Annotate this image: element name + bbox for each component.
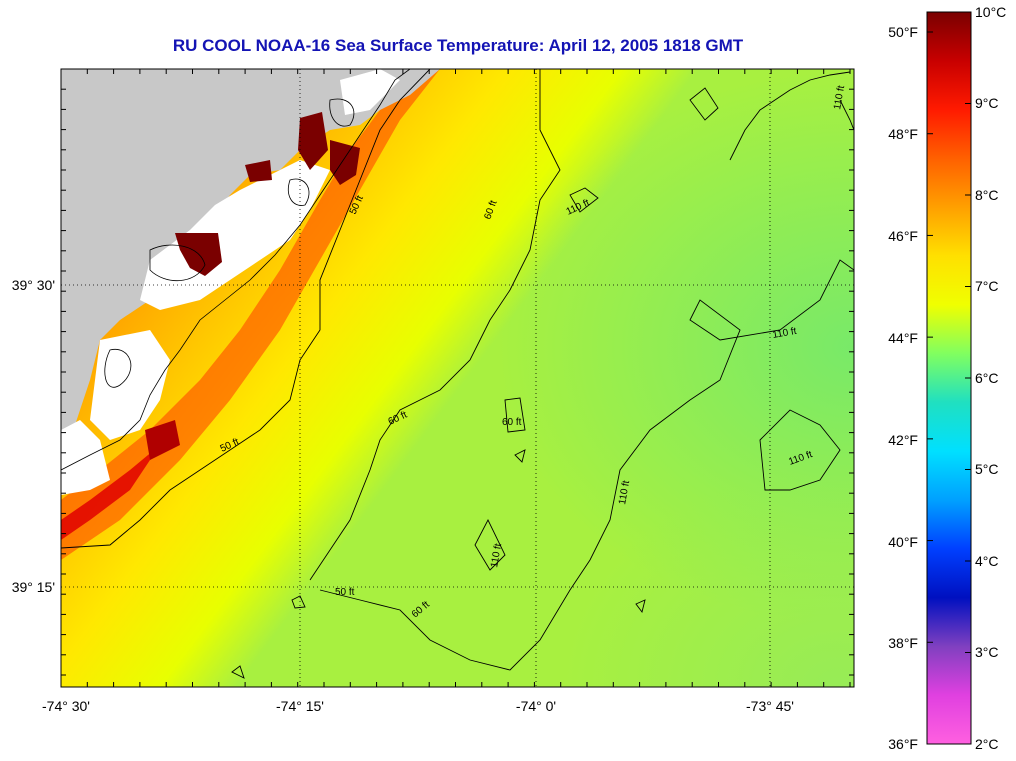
- warm-bay-4: [245, 160, 272, 182]
- contour-label: 110 ft: [832, 84, 847, 110]
- warm-bay-1: [298, 112, 328, 170]
- celsius-label: 9°C: [975, 95, 999, 111]
- contour-60ft-ne: [729, 71, 851, 161]
- contour-110ft-loop-2: [474, 518, 506, 571]
- graticule: [61, 69, 854, 687]
- fahrenheit-label: 42°F: [888, 432, 918, 448]
- cloud-cover: [140, 160, 330, 310]
- celsius-label: 4°C: [975, 553, 999, 569]
- coastline-main: [61, 69, 411, 471]
- fahrenheit-label: 40°F: [888, 534, 918, 550]
- celsius-label: 7°C: [975, 278, 999, 294]
- contour-label: 50 ft: [335, 587, 355, 598]
- contour-loop-6: [231, 665, 245, 679]
- cloud-north: [340, 69, 400, 115]
- contour-110ft-loop-3: [759, 409, 841, 491]
- longitude-labels: -74° 30' -74° 15' -74° 0' -73° 45': [42, 698, 794, 714]
- celsius-label: 10°C: [975, 4, 1006, 20]
- map-area: 50 ft 50 ft 50 ft 60 ft 60 ft 60 ft 60 f…: [61, 69, 854, 687]
- colorbar-fahrenheit-labels: 50°F 48°F 46°F 44°F 42°F 40°F 38°F 36°F: [888, 24, 918, 752]
- warm-coastal-strip: [61, 445, 160, 540]
- bathymetry-contours: [61, 69, 854, 679]
- lon-tick-label: -74° 0': [516, 698, 556, 714]
- latitude-labels: 39° 30' 39° 15': [12, 277, 55, 595]
- colorbar: 50°F 48°F 46°F 44°F 42°F 40°F 38°F 36°F …: [888, 4, 1006, 752]
- lon-tick-label: -73° 45': [746, 698, 794, 714]
- celsius-label: 3°C: [975, 644, 999, 660]
- contour-110ft-loop-1: [569, 187, 599, 213]
- warm-bay-2: [330, 140, 360, 185]
- map-frame: [60, 68, 855, 688]
- celsius-label: 5°C: [975, 461, 999, 477]
- colorbar-ticks: [927, 11, 971, 745]
- coastline-bay-3: [329, 98, 355, 127]
- fahrenheit-label: 50°F: [888, 24, 918, 40]
- contour-60ft-loop: [689, 87, 719, 121]
- fahrenheit-label: 38°F: [888, 635, 918, 651]
- contour-60ft: [309, 69, 561, 581]
- contour-60ft-loop-2: [504, 397, 526, 433]
- contour-loop-4: [291, 595, 306, 609]
- cloud-coastal-bays: [90, 330, 170, 440]
- map-title: RU COOL NOAA-16 Sea Surface Temperature:…: [172, 36, 744, 55]
- contour-50ft: [61, 69, 431, 549]
- celsius-label: 6°C: [975, 370, 999, 386]
- fahrenheit-label: 46°F: [888, 228, 918, 244]
- lon-tick-label: -74° 15': [276, 698, 324, 714]
- lat-tick-label: 39° 30': [12, 277, 55, 293]
- colorbar-gradient: [927, 12, 971, 744]
- lon-tick-label: -74° 30': [42, 698, 90, 714]
- land-new-jersey: [61, 69, 440, 460]
- contour-loop-3: [514, 449, 526, 463]
- colorbar-celsius-labels: 10°C 9°C 8°C 7°C 6°C 5°C 4°C 3°C 2°C: [975, 4, 1006, 752]
- celsius-label: 8°C: [975, 187, 999, 203]
- coastline-bay-2: [149, 244, 206, 282]
- coastline-bay-4: [288, 178, 310, 206]
- contour-label: 110 ft: [489, 542, 504, 568]
- celsius-label: 2°C: [975, 736, 999, 752]
- contour-label: 110 ft: [772, 326, 798, 341]
- fahrenheit-label: 48°F: [888, 126, 918, 142]
- warm-bay-3: [175, 233, 222, 276]
- contour-110ft-ne: [839, 99, 854, 131]
- lat-tick-label: 39° 15': [12, 579, 55, 595]
- coastline: [61, 69, 411, 471]
- fahrenheit-label: 36°F: [888, 736, 918, 752]
- coastline-bay-1: [104, 348, 132, 388]
- fahrenheit-label: 44°F: [888, 330, 918, 346]
- contour-110ft-main: [319, 259, 854, 671]
- map-ticks: [60, 68, 854, 687]
- contour-label: 110 ft: [617, 479, 632, 505]
- contour-loop-5: [635, 599, 646, 614]
- contour-label: 60 ft: [502, 417, 522, 428]
- warm-inlet: [145, 420, 180, 460]
